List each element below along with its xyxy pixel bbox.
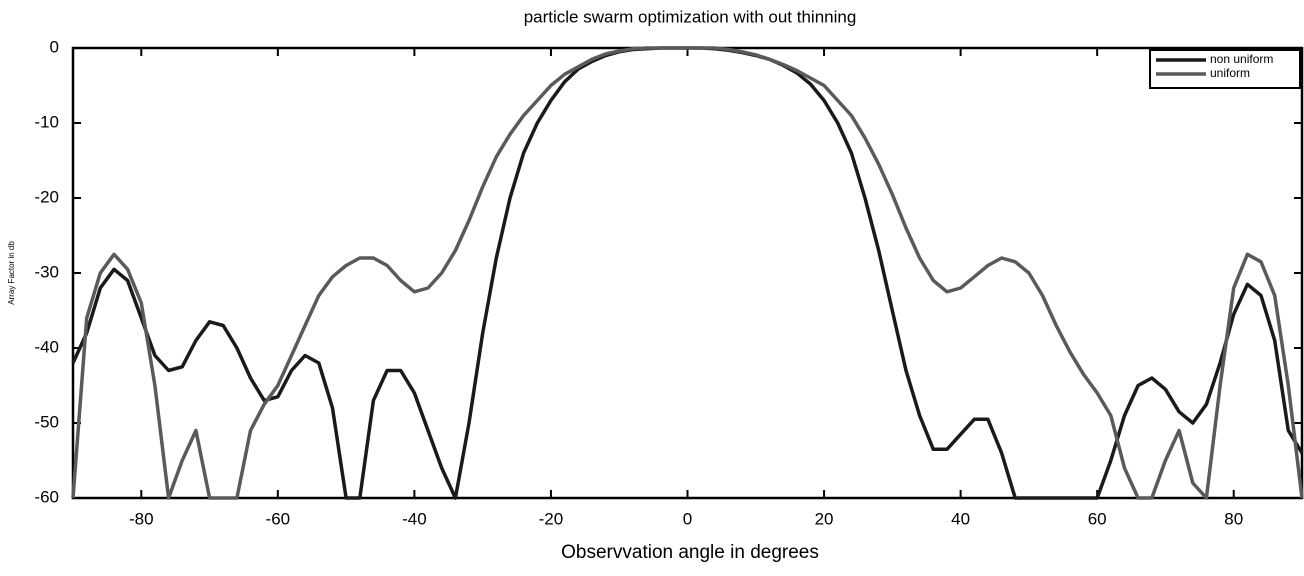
x-tick-label: -20 [539, 509, 564, 528]
x-tick-label: 40 [951, 509, 970, 528]
x-tick-label: 60 [1088, 509, 1107, 528]
x-tick-label: -40 [402, 509, 427, 528]
x-tick-label: 20 [815, 509, 834, 528]
series-line [71, 46, 1304, 500]
y-tick-label: -10 [34, 112, 59, 131]
legend-label: non uniform [1210, 52, 1273, 66]
x-axis-label: Observvation angle in degrees [561, 542, 819, 563]
y-tick-label: -60 [34, 487, 59, 506]
x-tick-label: 0 [683, 509, 692, 528]
legend-label: uniform [1210, 66, 1250, 80]
y-tick-label: 0 [50, 37, 59, 56]
legend-box [1149, 49, 1301, 89]
plot-frame [71, 46, 1304, 500]
y-tick-label: -20 [34, 187, 59, 206]
y-tick-label: -40 [34, 337, 59, 356]
x-tick-label: 80 [1224, 509, 1243, 528]
y-axis-label: Array Factor in db [7, 241, 16, 305]
x-tick-label: -60 [266, 509, 291, 528]
chart-title: particle swarm optimization with out thi… [524, 7, 857, 26]
y-tick-label: -50 [34, 412, 59, 431]
x-tick-label: -80 [129, 509, 154, 528]
series-line [71, 46, 1304, 500]
y-tick-label: -30 [34, 262, 59, 281]
